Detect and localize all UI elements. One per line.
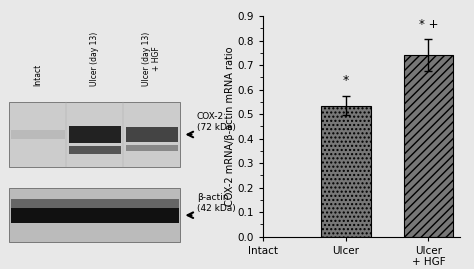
Bar: [69, 146, 121, 154]
Bar: [9, 188, 180, 242]
Text: COX-2
(72 kDa): COX-2 (72 kDa): [197, 112, 236, 132]
Bar: [403, 55, 453, 237]
Text: Ulcer (day 13)
+ HGF: Ulcer (day 13) + HGF: [142, 32, 161, 86]
Text: Intact: Intact: [34, 64, 42, 86]
Bar: [10, 199, 179, 208]
Bar: [10, 208, 179, 223]
Bar: [126, 145, 178, 151]
Text: * +: * +: [419, 18, 438, 31]
Bar: [126, 127, 178, 142]
Text: Ulcer (day 13): Ulcer (day 13): [91, 32, 99, 86]
Text: β-actin
(42 kDa): β-actin (42 kDa): [197, 193, 236, 213]
Bar: [321, 106, 371, 237]
Bar: [69, 126, 121, 143]
Bar: [9, 102, 180, 167]
Bar: [10, 130, 65, 139]
Text: *: *: [343, 74, 349, 87]
Y-axis label: COX-2 mRNA/β-actin mRNA ratio: COX-2 mRNA/β-actin mRNA ratio: [225, 47, 235, 206]
